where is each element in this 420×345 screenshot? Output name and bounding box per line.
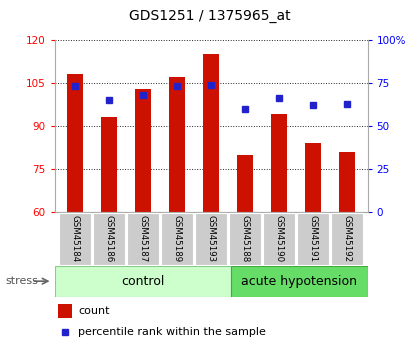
Text: GSM45190: GSM45190 [275,215,284,263]
Bar [331,213,363,265]
Bar [58,304,72,317]
Bar [161,213,193,265]
Text: percentile rank within the sample: percentile rank within the sample [78,327,266,337]
Bar [237,155,253,212]
Bar [195,213,227,265]
Bar [305,143,321,212]
Text: GSM45184: GSM45184 [71,215,79,263]
Bar [169,77,185,212]
Bar [339,152,355,212]
Text: count: count [78,306,110,316]
Text: GSM45189: GSM45189 [173,215,181,263]
Text: GSM45191: GSM45191 [309,215,318,263]
Bar [127,213,159,265]
Bar [263,213,295,265]
Text: acute hypotension: acute hypotension [241,275,357,288]
Text: GSM45193: GSM45193 [207,215,215,263]
Bar [93,213,125,265]
Text: GSM45187: GSM45187 [139,215,147,263]
Bar [59,213,91,265]
Text: GSM45192: GSM45192 [343,215,352,263]
Text: stress: stress [5,276,38,286]
Text: GSM45186: GSM45186 [105,215,113,263]
Bar [67,74,83,212]
Bar [55,266,231,297]
Text: control: control [121,275,165,288]
Bar [231,266,368,297]
Bar [203,54,219,212]
Text: GSM45188: GSM45188 [241,215,249,263]
Bar [271,115,287,212]
Bar [229,213,261,265]
Bar [297,213,329,265]
Bar [101,117,117,212]
Bar [135,89,151,212]
Text: GDS1251 / 1375965_at: GDS1251 / 1375965_at [129,9,291,22]
